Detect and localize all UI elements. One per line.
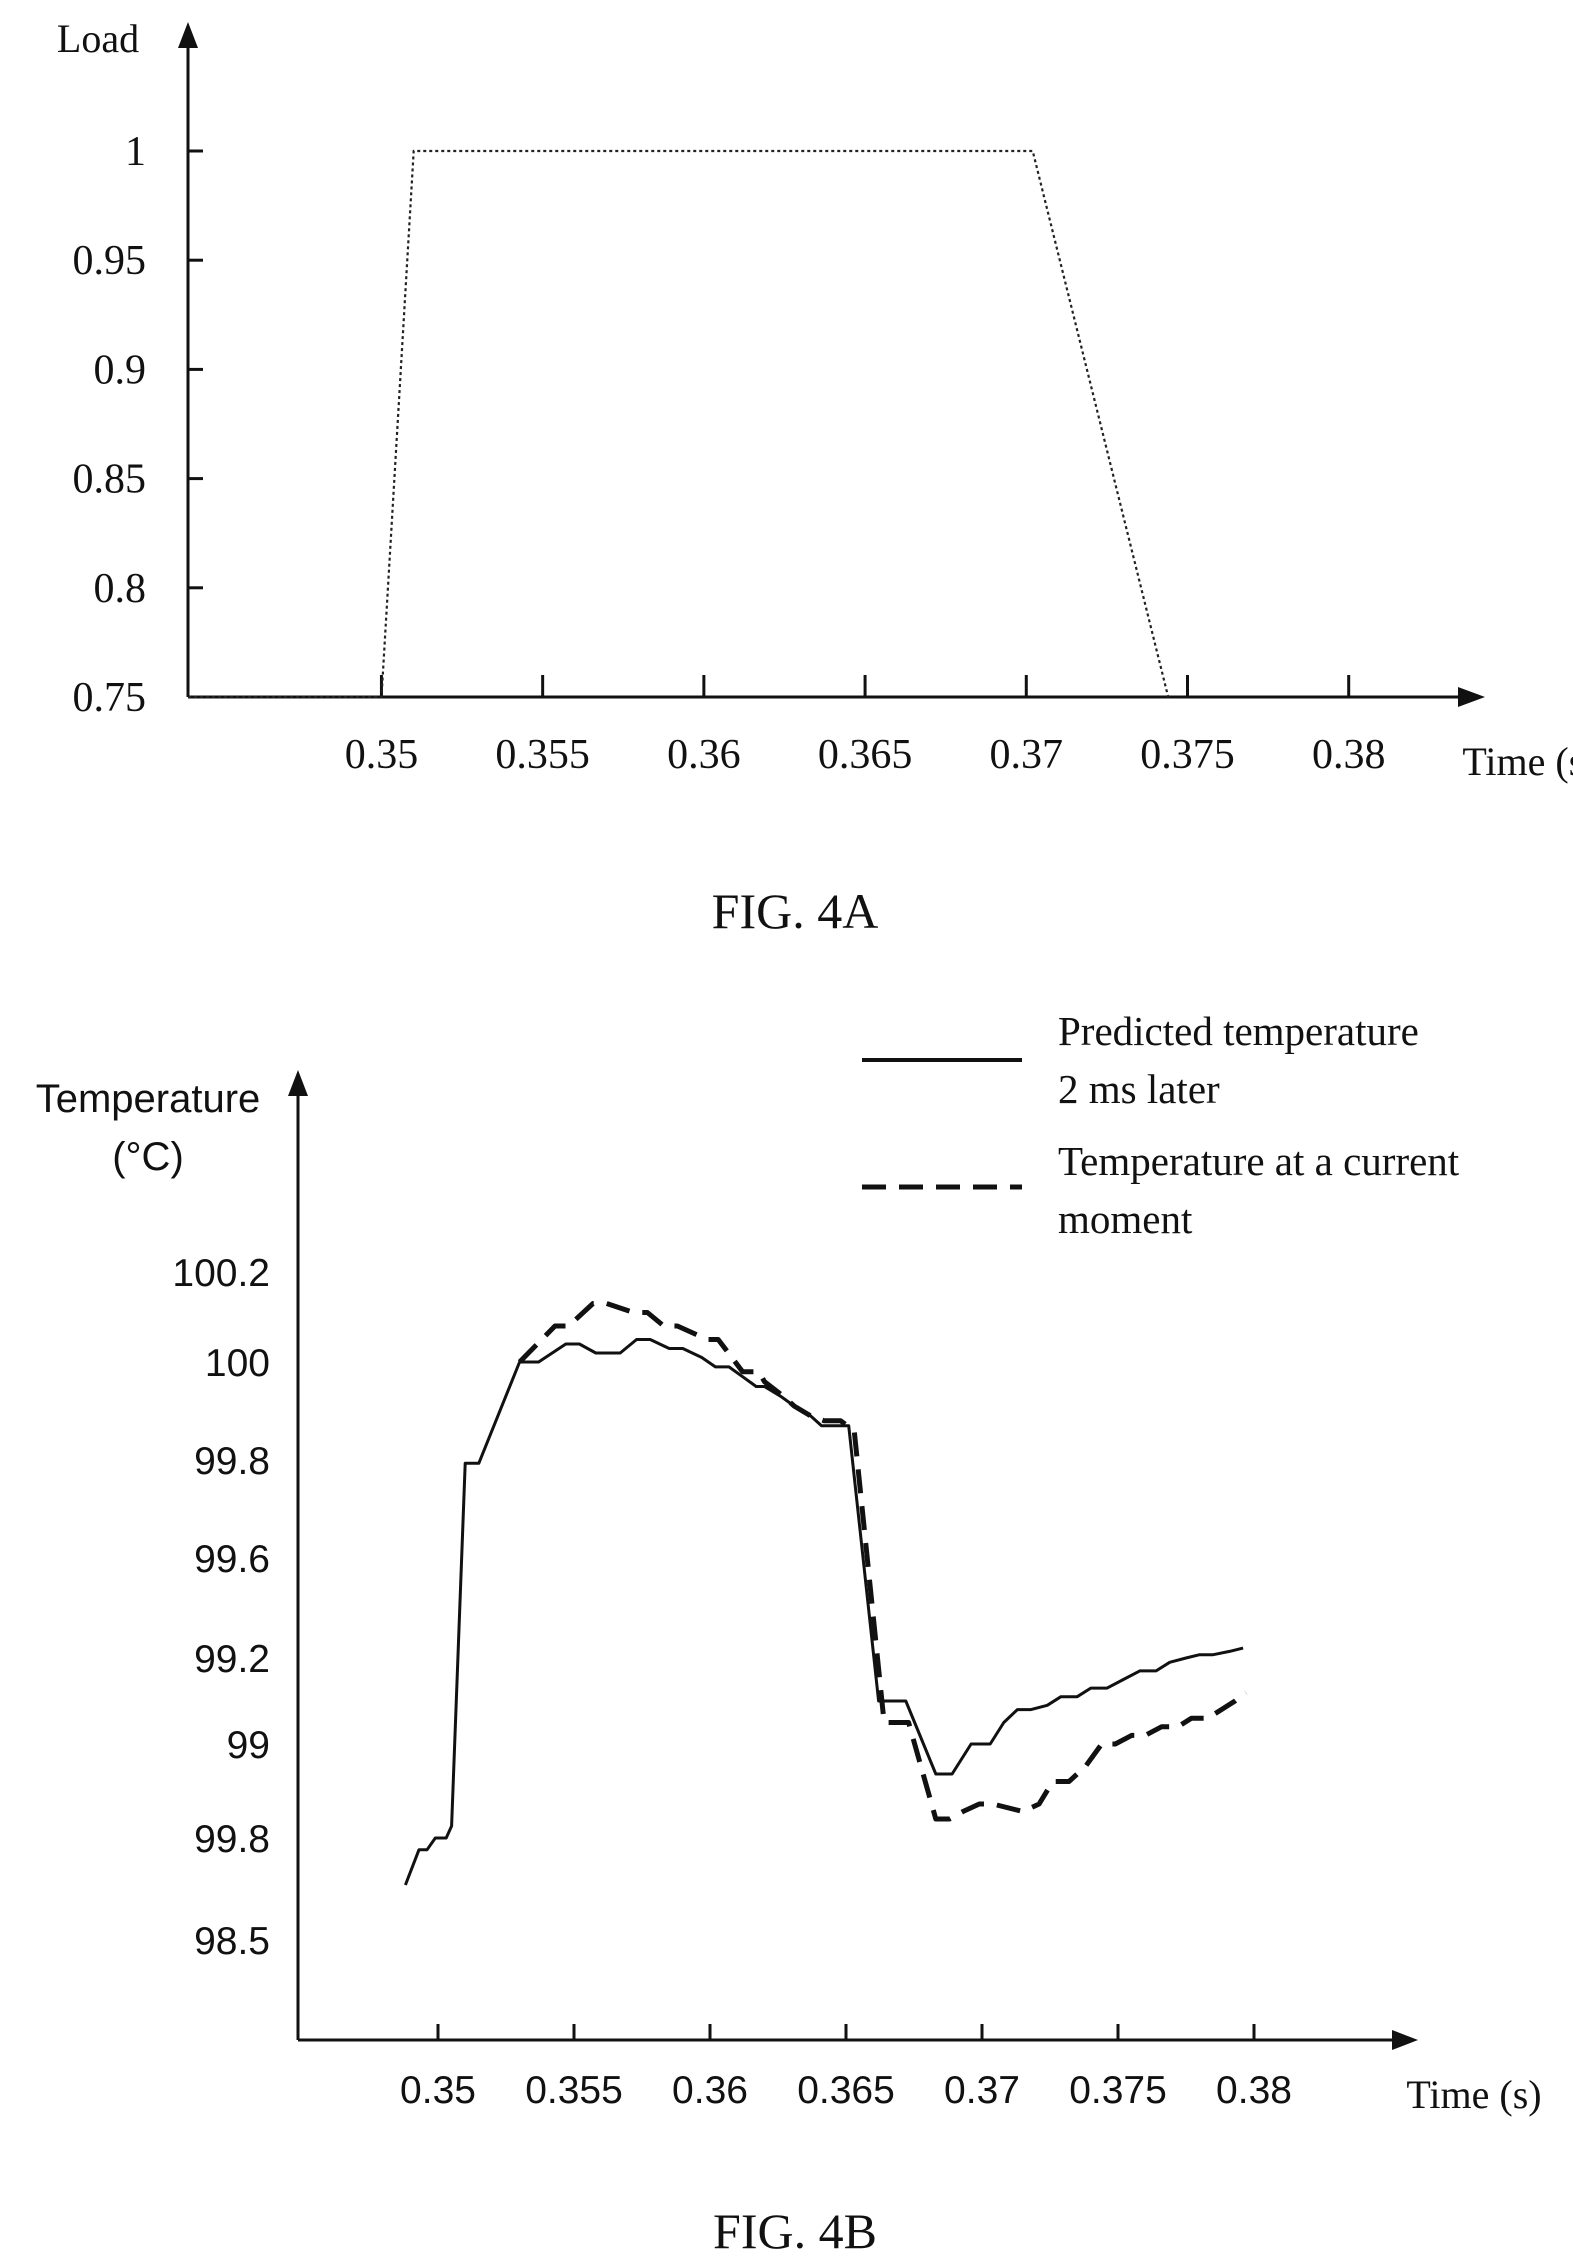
load-x-tick-label: 0.36 (667, 732, 741, 778)
temperature-chart: Temperature (°C) Time (s) FIG. 4B 98.5 99… (36, 1008, 1542, 2259)
temperature-y-tick-label: 98.5 (194, 1920, 270, 1963)
load-y-tick-label: 0.95 (73, 238, 147, 284)
temperature-y-tick-label: 99.8 (194, 1818, 270, 1861)
temperature-chart-caption: FIG. 4B (713, 2203, 877, 2259)
temperature-chart-legend: Predicted temperature 2 ms later Tempera… (862, 1008, 1460, 1242)
temperature-x-tick-label: 0.36 (672, 2069, 748, 2112)
temperature-x-tick-label: 0.38 (1216, 2069, 1292, 2112)
load-x-tick-label: 0.375 (1140, 732, 1235, 778)
load-chart-caption: FIG. 4A (712, 883, 879, 939)
load-x-tick-label: 0.37 (990, 732, 1064, 778)
temperature-x-tick-label: 0.37 (944, 2069, 1020, 2112)
load-chart-y-ticks: 0.75 0.8 0.85 0.9 0.95 1 (73, 129, 203, 721)
load-y-tick-label: 1 (125, 129, 146, 175)
temperature-y-tick-label: 100.2 (172, 1252, 270, 1295)
legend-label-predicted-line2: 2 ms later (1058, 1066, 1220, 1112)
load-y-tick-label: 0.85 (73, 457, 147, 503)
temperature-chart-x-axis-title: Time (s) (1406, 2072, 1541, 2117)
temperature-chart-y-axis-arrow (288, 1070, 308, 1096)
load-chart-y-axis-title: Load (57, 16, 139, 61)
load-y-tick-label: 0.75 (73, 675, 147, 721)
temperature-y-tick-label: 99 (227, 1724, 270, 1767)
temperature-chart-x-axis-arrow (1392, 2030, 1418, 2050)
load-chart-series (188, 149, 1170, 699)
temperature-chart-series (404, 1301, 1248, 1886)
temperature-y-tick-label: 99.8 (194, 1440, 270, 1483)
load-x-tick-label: 0.355 (495, 732, 590, 778)
temperature-chart-x-ticks: 0.35 0.355 0.36 0.365 0.37 0.375 0.38 (400, 2024, 1292, 2112)
predicted-temperature-line (404, 1338, 1244, 1886)
load-y-tick-label: 0.8 (94, 566, 147, 612)
temperature-x-tick-label: 0.355 (525, 2069, 623, 2112)
temperature-chart-y-ticks: 98.5 99.8 99 99.2 99.6 99.8 100 100.2 (172, 1252, 270, 1963)
temperature-y-tick-label: 100 (205, 1342, 270, 1385)
temperature-chart-y-axis-title-line2: (°C) (112, 1135, 184, 1179)
load-chart: Load Time (s) FIG. 4A 0.75 0.8 0.85 0.9 0.95… (57, 16, 1573, 939)
current-temperature-line (517, 1301, 1248, 1822)
load-series-line (188, 149, 1170, 699)
load-x-tick-label: 0.35 (345, 732, 419, 778)
load-x-tick-label: 0.365 (818, 732, 913, 778)
load-chart-x-axis-arrow (1458, 687, 1485, 707)
temperature-x-tick-label: 0.35 (400, 2069, 476, 2112)
load-chart-x-axis-title: Time (s) (1462, 739, 1573, 784)
temperature-x-tick-label: 0.375 (1069, 2069, 1167, 2112)
legend-label-predicted-line1: Predicted temperature (1058, 1008, 1419, 1054)
legend-label-current-line1: Temperature at a current (1058, 1138, 1460, 1184)
temperature-x-tick-label: 0.365 (797, 2069, 895, 2112)
load-x-tick-label: 0.38 (1312, 732, 1386, 778)
temperature-y-tick-label: 99.2 (194, 1638, 270, 1681)
temperature-y-tick-label: 99.6 (194, 1538, 270, 1581)
legend-label-current-line2: moment (1058, 1196, 1193, 1242)
temperature-chart-y-axis-title-line1: Temperature (36, 1077, 261, 1121)
load-chart-y-axis-arrow (178, 22, 198, 48)
load-y-tick-label: 0.9 (94, 347, 147, 393)
load-chart-x-ticks: 0.35 0.355 0.36 0.365 0.37 0.375 0.38 (345, 675, 1386, 778)
